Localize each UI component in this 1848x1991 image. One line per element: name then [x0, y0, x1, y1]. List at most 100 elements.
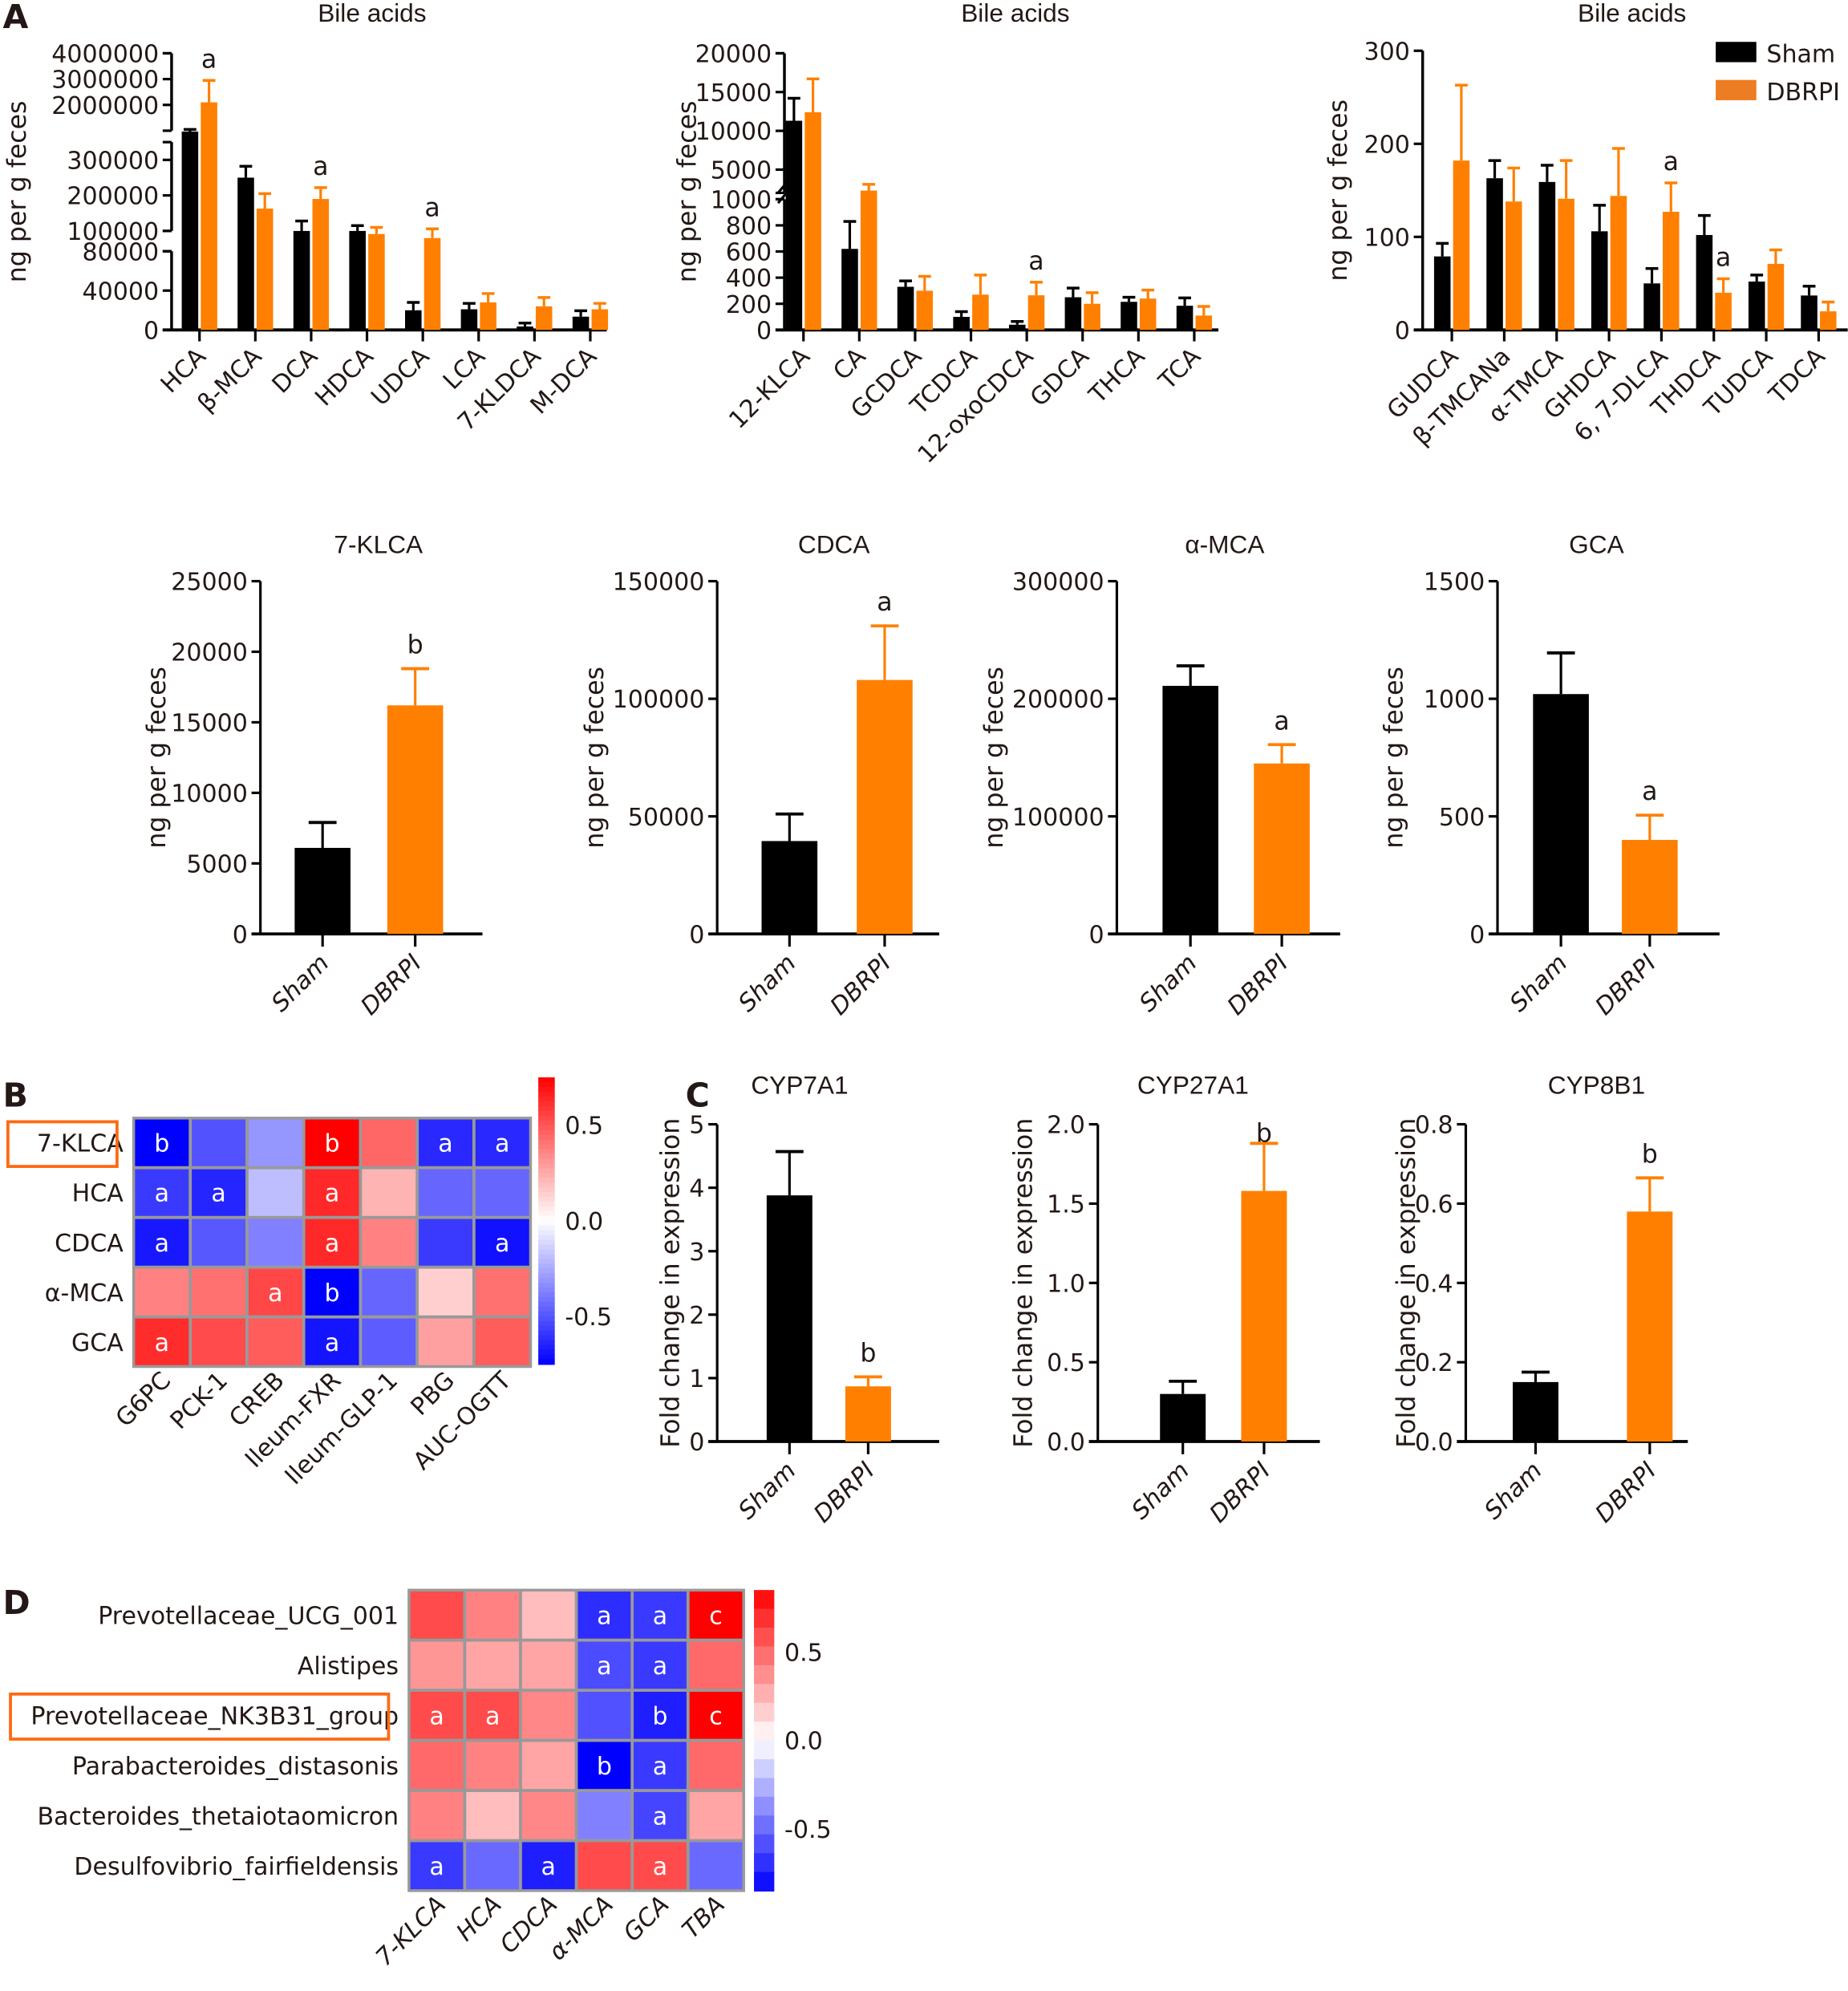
cell-significance-label: c — [709, 1602, 723, 1630]
bar-dbrpi — [857, 679, 913, 935]
panel-label-d: D — [3, 1583, 30, 1622]
panel-label-a: A — [3, 0, 29, 36]
y-axis-label: Fold change in expression — [1009, 1118, 1038, 1448]
colorbar-step — [754, 1721, 775, 1742]
bar-sham — [293, 230, 310, 330]
y-tick-label: 300 — [1364, 38, 1410, 66]
heatmap-cell — [475, 1219, 529, 1266]
bar-sham — [1538, 181, 1556, 330]
heatmap-cell — [192, 1268, 246, 1316]
y-tick-label: 0 — [756, 317, 772, 345]
heatmap-cell — [578, 1592, 631, 1639]
heatmap-cell — [192, 1119, 246, 1166]
cell-significance-label: c — [709, 1702, 723, 1730]
colorbar: 0.5 0.0 -0.5 — [754, 1590, 832, 1892]
bar-sham — [1643, 283, 1660, 330]
bar-dbrpi — [201, 102, 217, 330]
bar-dbrpi — [368, 233, 385, 330]
bar-sham — [181, 132, 199, 330]
heatmap-cell — [466, 1592, 520, 1639]
significance-label: a — [1642, 777, 1657, 806]
legend-swatch — [1716, 79, 1757, 100]
y-tick-label: 2000000 — [51, 92, 159, 120]
colorbar-step — [538, 1239, 555, 1246]
y-tick-label: 150000 — [613, 569, 705, 597]
colorbar-step — [538, 1244, 555, 1251]
bar-sham — [1748, 281, 1765, 330]
cell-significance-label: a — [653, 1753, 667, 1781]
cell-significance-label: a — [155, 1230, 169, 1258]
bar-sham — [349, 230, 366, 330]
cell-significance-label: a — [653, 1802, 667, 1831]
bar-dbrpi — [424, 237, 441, 330]
x-tick-label: DBRPI — [1590, 1457, 1662, 1529]
y-tick-label: 25000 — [171, 569, 248, 597]
y-tick-label: 1000 — [711, 186, 772, 214]
y-tick-label: 800 — [726, 213, 772, 241]
cell-significance-label: a — [155, 1180, 169, 1208]
heatmap-cell — [305, 1119, 359, 1166]
colorbar-tick-label: -0.5 — [784, 1816, 832, 1844]
colorbar-step — [754, 1871, 775, 1892]
heatmap-cell — [135, 1169, 189, 1216]
chart-a5: CDCA ng per g feces 0 50000 100000 150000 Sham… — [581, 530, 939, 1021]
colorbar-step — [538, 1249, 555, 1255]
x-tick-label: TDCA — [1763, 343, 1830, 410]
cell-significance-label: a — [429, 1702, 444, 1730]
colorbar-step — [538, 1105, 555, 1112]
colorbar-step — [538, 1187, 555, 1193]
column-label: PCK-1 — [165, 1367, 233, 1435]
significance-label: a — [313, 152, 328, 181]
y-tick-label: 15000 — [695, 79, 772, 107]
colorbar-step — [538, 1168, 555, 1174]
x-tick-label: Sham — [1126, 1457, 1194, 1525]
heatmap-cell — [634, 1641, 687, 1689]
y-axis-label: ng per g feces — [673, 100, 702, 282]
row-label: GCA — [71, 1329, 124, 1357]
y-axis-label: Fold change in expression — [1392, 1118, 1421, 1448]
bar-dbrpi — [845, 1386, 891, 1442]
heatmap-cell — [475, 1318, 529, 1365]
cell-significance-label: a — [485, 1702, 500, 1730]
heatmap-cell — [135, 1219, 189, 1266]
bar-sham — [405, 310, 422, 330]
colorbar-step — [754, 1646, 775, 1666]
significance-label: a — [877, 588, 892, 617]
colorbar-step — [538, 1134, 555, 1141]
colorbar-step — [538, 1158, 555, 1165]
cell-significance-label: a — [438, 1130, 452, 1158]
colorbar-step — [538, 1325, 555, 1332]
bar-sham — [1064, 297, 1082, 330]
colorbar-step — [754, 1702, 775, 1723]
column-label: G6PC — [111, 1367, 176, 1433]
colorbar-step — [538, 1178, 555, 1184]
colorbar-step — [538, 1320, 555, 1327]
colorbar-step — [538, 1096, 555, 1102]
colorbar-step — [538, 1163, 555, 1170]
heatmap-cell — [362, 1268, 416, 1316]
bar-sham — [1801, 295, 1818, 330]
heatmap-cell — [475, 1169, 529, 1216]
significance-label: a — [1274, 707, 1289, 736]
chart-a7: GCA ng per g feces 0 500 1000 1500 Sham DBRPI a — [1380, 530, 1720, 1021]
x-tick-label: Sham — [733, 1457, 801, 1525]
significance-label: b — [1256, 1120, 1272, 1149]
heatmap-cell — [410, 1592, 464, 1639]
chart-title: GCA — [1569, 530, 1624, 559]
cell-significance-label: a — [653, 1602, 667, 1630]
colorbar-step — [538, 1077, 555, 1083]
heatmap-cell — [305, 1318, 359, 1365]
heatmap-cell — [634, 1592, 687, 1639]
colorbar-tick-label: 0.5 — [565, 1113, 603, 1141]
bar-sham — [897, 286, 914, 330]
bar-dbrpi — [480, 302, 496, 330]
chart-title: CDCA — [798, 530, 871, 559]
colorbar-tick-label: -0.5 — [565, 1304, 612, 1332]
colorbar-tick-label: 0.5 — [784, 1639, 823, 1667]
bar-dbrpi — [804, 112, 821, 330]
colorbar-step — [538, 1268, 555, 1275]
y-tick-label: 200000 — [67, 183, 159, 211]
heatmap-cell — [192, 1219, 246, 1266]
colorbar-step — [538, 1254, 555, 1260]
